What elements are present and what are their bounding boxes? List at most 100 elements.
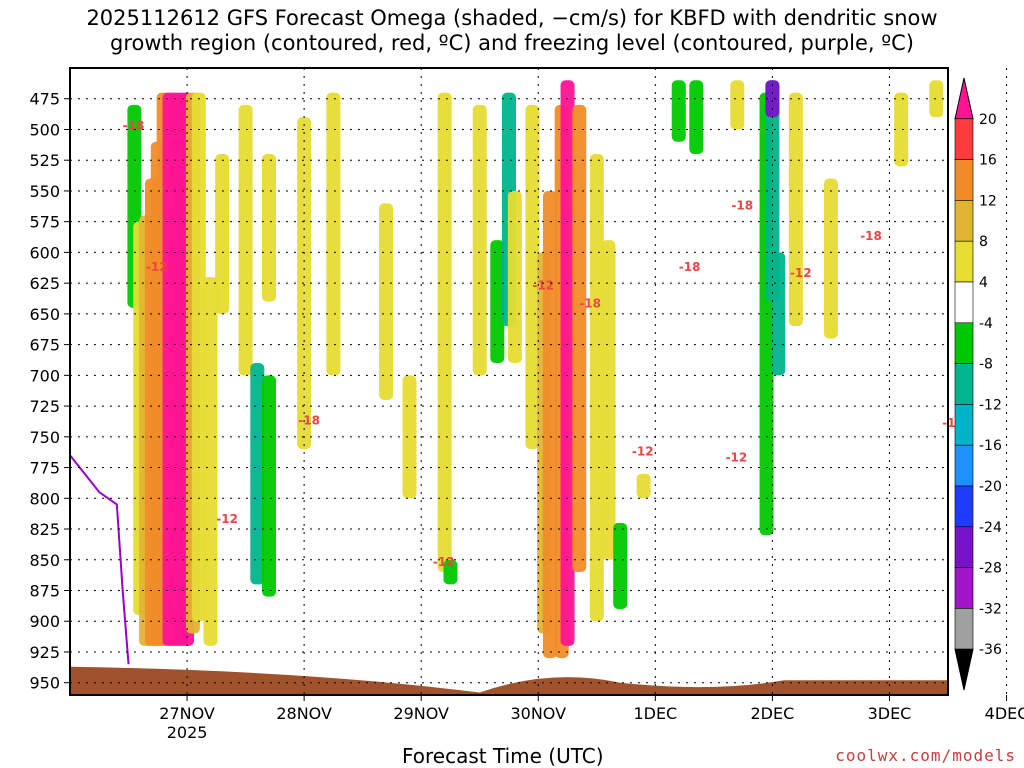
contour-label-12: -18: [860, 229, 882, 243]
omega-region-25: [490, 240, 505, 364]
omega-region-18: [297, 117, 312, 450]
y-tick-label-575: 575: [29, 213, 60, 232]
x-tick-label-2: 29NOV: [393, 704, 449, 723]
contour-label-0: -18: [123, 118, 145, 132]
colorbar-label-6: -8: [979, 357, 993, 373]
omega-region-23: [443, 559, 458, 585]
omega-region-14: [238, 104, 253, 376]
x-tick-label-6: 3DEC: [868, 704, 912, 723]
y-tick-label-625: 625: [29, 274, 60, 293]
omega-region-47: [894, 92, 909, 167]
colorbar-bin-1: [954, 159, 974, 201]
omega-region-20: [379, 203, 394, 400]
x-tick-label-7: 4DEC: [985, 704, 1024, 723]
y-tick-label-550: 550: [29, 182, 60, 201]
colorbar-bin-2: [954, 200, 974, 242]
colorbar-bin-4: [954, 281, 974, 324]
plot-frame: [69, 67, 949, 696]
colorbar-label-5: -4: [979, 316, 993, 332]
colorbar-label-13: -36: [979, 642, 1002, 658]
omega-region-22: [437, 92, 452, 573]
axes: 475 500 525 550 575 600 625 650 675 700 725 750 775 8…: [29, 67, 1024, 742]
colorbar-bin-6: [954, 363, 974, 405]
omega-region-17: [262, 154, 277, 302]
contour-label-4: -12: [433, 555, 455, 569]
contour-label-10: -18: [731, 198, 753, 212]
colorbar-bin-0: [954, 118, 974, 160]
x-year-label: 2025: [167, 723, 208, 742]
credit-text: coolwx.com/models: [835, 746, 1016, 765]
plot-area: -18-12-12-18-12-12-18-12-18-12-18-12-18-…: [69, 68, 964, 695]
omega-region-32: [560, 80, 575, 646]
colorbar-bin-7: [954, 404, 974, 446]
colorbar-bottom-arrow: [954, 648, 974, 691]
omega-region-37: [636, 473, 651, 499]
colorbar-label-7: -12: [979, 397, 1002, 413]
title-line-2: growth region (contoured, red, ºC) and f…: [110, 31, 914, 55]
y-tick-label-775: 775: [29, 459, 60, 478]
x-tick-label-3: 30NOV: [510, 704, 566, 723]
title-line-1: 2025112612 GFS Forecast Omega (shaded, −…: [86, 6, 938, 30]
y-tick-label-600: 600: [29, 243, 60, 262]
colorbar-bin-10: [954, 526, 974, 568]
colorbar-bin-9: [954, 485, 974, 528]
contour-label-3: -18: [298, 414, 320, 428]
colorbar-top-arrow: [954, 77, 974, 120]
y-tick-label-675: 675: [29, 336, 60, 355]
colorbar-label-8: -16: [979, 438, 1002, 454]
contour-label-2: -12: [216, 512, 238, 526]
x-axis-label: Forecast Time (UTC): [402, 744, 604, 768]
colorbar-label-12: -32: [979, 601, 1002, 617]
contour-label-7: -12: [632, 444, 654, 458]
colorbar-label-1: 16: [979, 153, 997, 169]
omega-region-48: [929, 80, 944, 118]
y-tick-label-700: 700: [29, 366, 60, 385]
omega-region-46: [823, 178, 838, 339]
chart-title: 2025112612 GFS Forecast Omega (shaded, −…: [0, 6, 1024, 56]
y-tick-label-950: 950: [29, 674, 60, 693]
y-tick-label-825: 825: [29, 520, 60, 539]
colorbar-bin-11: [954, 567, 974, 609]
omega-region-40: [730, 80, 745, 130]
omega-region-33: [572, 104, 587, 573]
omega-region-39: [689, 80, 704, 155]
y-tick-label-850: 850: [29, 551, 60, 570]
x-tick-label-1: 28NOV: [276, 704, 332, 723]
y-tick-label-875: 875: [29, 582, 60, 601]
colorbar-label-3: 8: [979, 234, 988, 250]
contour-label-9: -12: [726, 450, 748, 464]
omega-region-24: [472, 104, 487, 376]
colorbar-bin-3: [954, 240, 974, 283]
y-tick-label-725: 725: [29, 397, 60, 416]
colorbar-label-10: -24: [979, 520, 1002, 536]
x-tick-label-4: 1DEC: [633, 704, 677, 723]
contour-label-11: -12: [790, 266, 812, 280]
colorbar: 20 16 12 8 4 -4 -8 -12 -16 -20 -24 -28 -32 -36: [954, 77, 1002, 691]
x-tick-label-5: 2DEC: [751, 704, 795, 723]
colorbar-label-0: 20: [979, 112, 997, 128]
colorbar-bin-12: [954, 608, 974, 650]
terrain: [70, 666, 948, 695]
y-tick-label-925: 925: [29, 643, 60, 662]
contour-label-6: -18: [579, 297, 601, 311]
colorbar-bin-8: [954, 444, 974, 487]
omega-region-15: [250, 363, 265, 585]
omega-region-13: [215, 154, 230, 314]
contour-label-8: -18: [679, 260, 701, 274]
y-tick-label-750: 750: [29, 428, 60, 447]
omega-region-30: [542, 190, 557, 659]
omega-region-34: [589, 154, 604, 622]
omega-region-42: [765, 80, 780, 302]
omega-region-38: [671, 80, 686, 142]
y-tick-label-525: 525: [29, 151, 60, 170]
colorbar-label-9: -20: [979, 479, 1002, 495]
contour-label-1: -12: [146, 260, 168, 274]
omega-region-27: [507, 190, 522, 364]
colorbar-label-11: -28: [979, 561, 1002, 577]
colorbar-label-4: 4: [979, 275, 988, 291]
colorbar-label-2: 12: [979, 193, 997, 209]
omega-region-45: [788, 92, 803, 327]
contour-label-5: -12: [532, 278, 554, 292]
y-tick-label-475: 475: [29, 90, 60, 109]
